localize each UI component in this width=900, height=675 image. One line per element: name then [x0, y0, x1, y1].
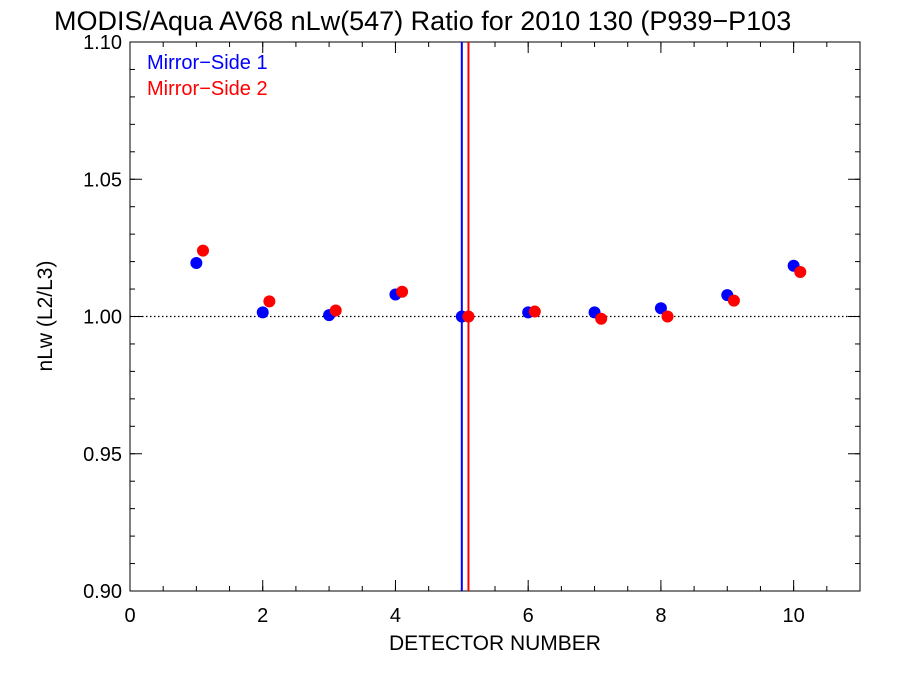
data-point-series-2	[197, 244, 209, 257]
data-point-series-2	[727, 294, 740, 307]
data-point-series-2	[462, 310, 475, 323]
chart-title: MODIS/Aqua AV68 nLw(547) Ratio for 2010 …	[54, 6, 791, 36]
legend: Mirror−Side 1 Mirror−Side 2	[147, 52, 268, 100]
reference-lines	[130, 42, 860, 591]
data-point-series-1	[256, 306, 269, 319]
data-points	[190, 244, 807, 325]
data-point-series-2	[528, 305, 541, 318]
y-tick-label: 1.05	[83, 169, 122, 191]
x-tick-label: 6	[523, 605, 534, 627]
y-tick-label: 0.95	[83, 444, 122, 466]
data-point-series-2	[396, 285, 409, 298]
y-tick-label: 0.90	[83, 581, 122, 603]
legend-item-mirror-side-2: Mirror−Side 2	[147, 78, 268, 100]
data-point-series-2	[794, 266, 807, 279]
data-point-series-1	[190, 256, 203, 269]
axis-ticks: 0 2 4 6 8 10 0.90 0.95 1.00 1.05 1.10	[83, 32, 861, 627]
x-tick-label: 4	[390, 605, 401, 627]
y-tick-label: 1.10	[83, 32, 122, 54]
data-point-series-2	[595, 312, 608, 325]
legend-item-mirror-side-1: Mirror−Side 1	[147, 52, 268, 74]
data-point-series-2	[329, 304, 342, 317]
x-tick-label: 0	[124, 605, 135, 627]
data-point-series-2	[661, 310, 674, 323]
x-axis-label: DETECTOR NUMBER	[389, 632, 601, 655]
x-tick-label: 8	[655, 605, 666, 627]
x-tick-label: 10	[783, 605, 805, 627]
data-point-series-2	[263, 295, 276, 308]
y-axis-label: nLw (L2/L3)	[34, 261, 57, 372]
data-point-series-1	[654, 302, 667, 315]
y-tick-label: 1.00	[83, 307, 122, 329]
x-tick-label: 2	[257, 605, 268, 627]
